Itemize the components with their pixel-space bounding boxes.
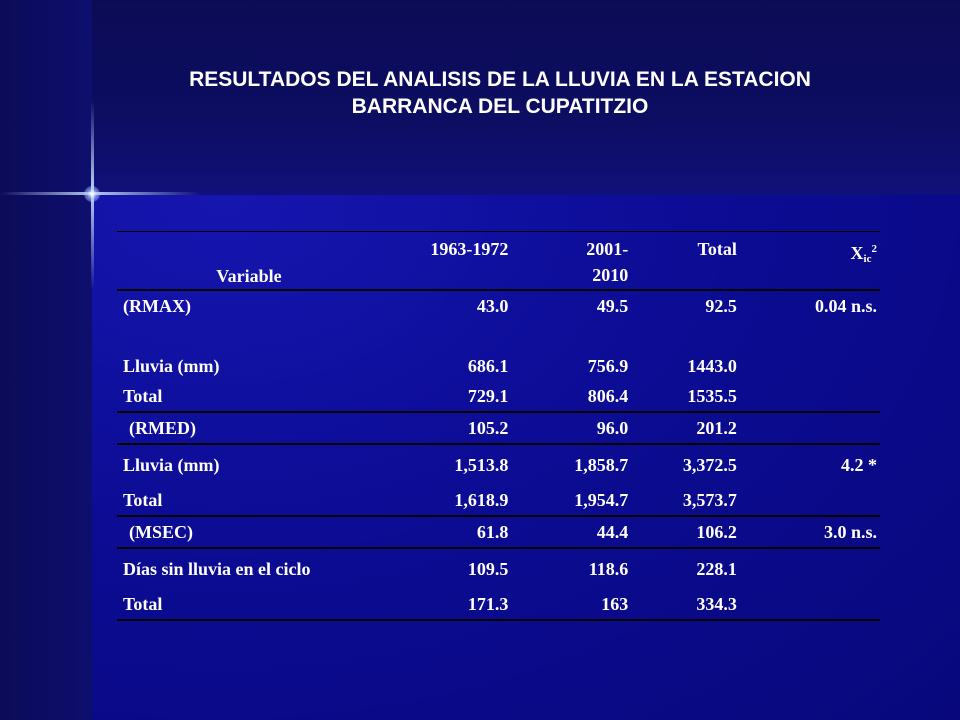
cell-p2: 756.9 — [587, 355, 629, 376]
table-spacer — [117, 321, 880, 351]
background-top — [0, 0, 960, 195]
row-label: (RMED) — [129, 417, 196, 438]
table-row: Total 729.1 806.4 1535.5 — [117, 381, 880, 412]
slide-title-line-2: BARRANCA DEL CUPATITZIO — [351, 95, 649, 118]
row-label: (MSEC) — [129, 521, 193, 542]
cell-total: 228.1 — [696, 558, 737, 579]
cell-chi: 4.2 * — [841, 454, 877, 475]
cell-total: 92.5 — [705, 295, 737, 316]
cell-p1: 729.1 — [467, 385, 509, 406]
chi-subscript: ic — [863, 253, 872, 265]
chi-superscript: 2 — [871, 243, 878, 255]
cell-p2: 1,858.7 — [574, 454, 629, 475]
cell-total: 334.3 — [696, 593, 737, 614]
cell-chi: 3.0 n.s. — [823, 521, 877, 542]
cell-p1: 109.5 — [467, 558, 509, 579]
header-total: Total — [697, 239, 737, 259]
cell-p2: 49.5 — [596, 295, 629, 316]
header-variable: Variable — [216, 265, 282, 286]
row-label: Total — [123, 489, 163, 510]
row-label: Total — [123, 385, 163, 406]
table-row: Días sin lluvia en el ciclo 109.5 118.6 … — [117, 548, 880, 589]
cell-chi — [740, 485, 880, 516]
header-period-2010-line2: 2010 — [592, 265, 629, 285]
slide-title-line-1: RESULTADOS DEL ANALISIS DE LA LLUVIA EN … — [189, 68, 811, 91]
header-period-1963-1972: 1963-1972 — [430, 239, 509, 259]
cell-p1: 686.1 — [467, 355, 509, 376]
chi-base: X — [850, 243, 864, 263]
cell-chi — [740, 381, 880, 412]
cell-p2: 118.6 — [588, 558, 629, 579]
results-table: Variable 1963-1972 2001- 2010 Total Xic2… — [117, 231, 880, 621]
cell-chi — [740, 412, 880, 444]
table-row: (RMAX) 43.0 49.5 92.5 0.04 n.s. — [117, 290, 880, 321]
cell-p1: 1,513.8 — [454, 454, 509, 475]
table-row: Lluvia (mm) 686.1 756.9 1443.0 — [117, 351, 880, 381]
table-header-row: Variable 1963-1972 2001- 2010 Total Xic2 — [117, 231, 880, 290]
cell-p2: 1,954.7 — [574, 489, 629, 510]
cell-chi — [740, 351, 880, 381]
table-row: (RMED) 105.2 96.0 201.2 — [117, 412, 880, 444]
cell-total: 1443.0 — [687, 355, 737, 376]
cell-p2: 44.4 — [596, 521, 629, 542]
header-period-2001-line1: 2001- — [586, 239, 629, 259]
sparkle-horizontal-ray — [0, 192, 200, 195]
row-label: (RMAX) — [123, 295, 191, 316]
table-row: Total 171.3 163 334.3 — [117, 589, 880, 620]
cell-p2: 163 — [601, 593, 629, 614]
cell-chi — [740, 548, 880, 589]
header-period-2001-2010: 2001- 2010 — [511, 232, 631, 290]
cell-total: 3,372.5 — [682, 454, 737, 475]
background-left — [0, 0, 92, 720]
cell-p1: 43.0 — [476, 295, 509, 316]
row-label: Lluvia (mm) — [123, 355, 220, 376]
cell-p1: 171.3 — [467, 593, 509, 614]
sparkle-icon — [84, 186, 100, 202]
cell-p2: 96.0 — [596, 417, 629, 438]
cell-total: 106.2 — [696, 521, 737, 542]
slide-title: RESULTADOS DEL ANALISIS DE LA LLUVIA EN … — [0, 66, 960, 120]
background-main — [92, 195, 960, 720]
row-label: Días sin lluvia en el ciclo — [123, 558, 311, 579]
cell-total: 3,573.7 — [682, 489, 737, 510]
cell-total: 201.2 — [696, 417, 737, 438]
cell-p1: 61.8 — [476, 521, 509, 542]
table-row: (MSEC) 61.8 44.4 106.2 3.0 n.s. — [117, 516, 880, 548]
table-row: Total 1,618.9 1,954.7 3,573.7 — [117, 485, 880, 516]
cell-p1: 105.2 — [467, 417, 509, 438]
cell-p2: 806.4 — [587, 385, 629, 406]
table-row: Lluvia (mm) 1,513.8 1,858.7 3,372.5 4.2 … — [117, 444, 880, 485]
cell-total: 1535.5 — [687, 385, 737, 406]
row-label: Total — [123, 593, 163, 614]
row-label: Lluvia (mm) — [123, 454, 220, 475]
cell-chi: 0.04 n.s. — [814, 295, 877, 316]
cell-p1: 1,618.9 — [454, 489, 509, 510]
header-chi-square: Xic2 — [740, 232, 880, 290]
cell-chi — [740, 589, 880, 620]
